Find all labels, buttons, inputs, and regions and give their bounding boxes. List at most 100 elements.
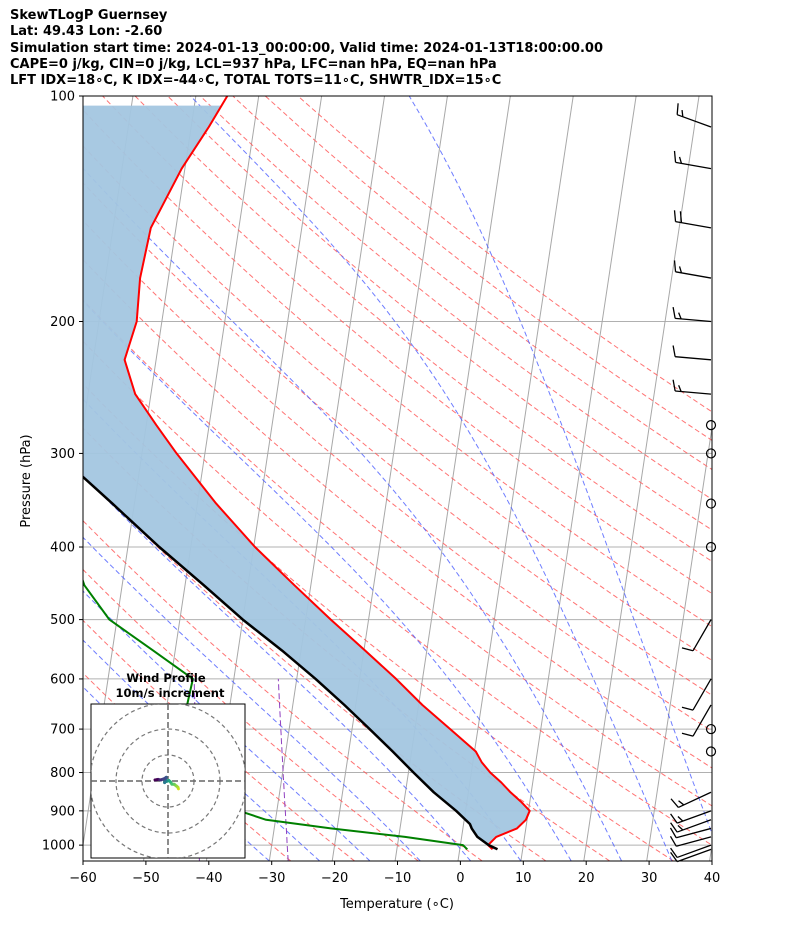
y-tick-label: 400 xyxy=(50,541,75,556)
dry-adiabat-line xyxy=(83,340,712,846)
calm-wind-circle xyxy=(705,420,717,431)
dry-adiabat-line xyxy=(83,219,712,732)
moist-adiabat-line xyxy=(83,536,421,861)
cape-cin-shading xyxy=(83,105,530,850)
barb-feather xyxy=(681,110,684,117)
wind-barb xyxy=(672,379,712,395)
barb-staff xyxy=(692,678,712,711)
indices-line-1: CAPE=0 j/kg, CIN=0 j/kg, LCL=937 hPa, LF… xyxy=(10,56,497,72)
barb-feather xyxy=(670,851,678,863)
moist-adiabat-line xyxy=(83,474,471,861)
wind-barb xyxy=(670,848,712,863)
y-tick-label: 700 xyxy=(50,723,75,738)
barb-feather xyxy=(672,345,676,357)
temperature-line xyxy=(123,96,531,851)
x-tick-label: 10 xyxy=(515,871,532,886)
wind-barb xyxy=(705,498,717,509)
barb-feather xyxy=(673,210,677,222)
barb-feather xyxy=(681,732,694,737)
barb-feather xyxy=(677,824,684,831)
dry-adiabat-line xyxy=(83,182,712,696)
axis-ticks: −60 −50 −40 −30 −20 −10 0 10 20 30 40 100 200 300 400 5… xyxy=(42,90,720,887)
dry-adiabat-line xyxy=(167,96,712,531)
y-tick-label: 500 xyxy=(50,613,75,628)
calm-wind-circle xyxy=(705,541,717,553)
barb-feather xyxy=(677,816,684,822)
x-axis-label: Temperature (∘C) xyxy=(339,897,454,912)
barb-feather xyxy=(678,385,682,392)
dry-adiabat-line xyxy=(83,145,712,662)
wind-barb xyxy=(676,103,712,128)
moist-adiabat-line xyxy=(83,167,622,861)
moist-adiabat-line xyxy=(190,96,673,861)
dry-adiabat-line xyxy=(83,109,712,628)
wind-barb xyxy=(705,448,717,459)
wind-barb xyxy=(670,844,712,859)
wind-barb xyxy=(670,791,712,809)
barb-feather xyxy=(670,847,678,858)
dry-adiabat-line xyxy=(297,96,712,413)
dry-adiabat-line xyxy=(83,299,712,807)
isotherm-line xyxy=(0,96,7,861)
moist-adiabat-line xyxy=(83,590,371,861)
hodograph-subtitle: 10m/s increment xyxy=(116,686,225,700)
isotherm-line xyxy=(268,96,386,861)
dry-adiabat-line xyxy=(83,568,419,861)
x-tick-label: −20 xyxy=(321,871,348,886)
time-line: Simulation start time: 2024-01-13_00:00:… xyxy=(10,40,603,56)
x-tick-label: −30 xyxy=(258,871,285,886)
wind-barb xyxy=(673,260,712,279)
y-tick-label: 100 xyxy=(50,90,75,105)
y-tick-label: 600 xyxy=(50,672,75,687)
moist-adiabat-line xyxy=(83,300,572,861)
isotherm-line xyxy=(331,96,448,861)
wind-barb xyxy=(705,746,717,757)
location-line: Lat: 49.43 Lon: -2.60 xyxy=(10,24,163,40)
calm-wind-circle xyxy=(705,723,717,735)
wind-barb xyxy=(681,678,712,711)
barb-feather xyxy=(678,156,683,164)
barb-staff xyxy=(675,221,712,229)
moist-adiabat-line xyxy=(408,96,712,836)
dry-adiabat-line xyxy=(199,96,712,500)
chart-title: SkewTLogP Guernsey xyxy=(10,8,168,23)
wind-barb xyxy=(705,541,717,553)
x-tick-label: 40 xyxy=(704,871,721,886)
parcel-path-line xyxy=(83,475,499,851)
x-tick-label: −50 xyxy=(132,871,159,886)
y-tick-label: 900 xyxy=(50,804,75,819)
y-axis-label: Pressure (hPa) xyxy=(19,434,34,527)
hodograph-title: Wind Profile xyxy=(126,671,206,685)
x-tick-label: 20 xyxy=(578,871,595,886)
barb-feather xyxy=(676,103,679,115)
barb-feather xyxy=(681,647,694,652)
x-tick-label: −40 xyxy=(195,871,222,886)
wind-barb xyxy=(705,723,717,735)
wind-barb xyxy=(673,210,712,229)
barb-staff xyxy=(692,619,712,652)
barb-staff xyxy=(675,271,712,279)
barb-staff xyxy=(676,836,712,847)
barb-feather xyxy=(670,813,678,824)
y-tick-label: 1000 xyxy=(42,839,75,854)
wind-barb xyxy=(670,819,712,833)
y-tick-label: 200 xyxy=(50,315,75,330)
isotherm-line xyxy=(773,96,794,861)
barb-feather xyxy=(672,307,676,319)
barb-staff xyxy=(676,848,712,863)
wind-barb xyxy=(681,704,712,737)
dry-adiabat-line xyxy=(83,258,712,769)
chart-header: SkewTLogP Guernsey Lat: 49.43 Lon: -2.60… xyxy=(10,8,603,89)
wind-barb xyxy=(672,307,712,323)
barb-staff xyxy=(675,161,712,170)
isotherm-line xyxy=(646,424,712,861)
wind-barb xyxy=(705,420,717,431)
barb-feather xyxy=(670,822,678,833)
barb-feather xyxy=(678,312,682,320)
y-tick-label: 300 xyxy=(50,447,75,462)
wind-barb xyxy=(672,345,712,361)
wind-barb xyxy=(681,619,712,652)
barb-feather xyxy=(673,150,677,163)
